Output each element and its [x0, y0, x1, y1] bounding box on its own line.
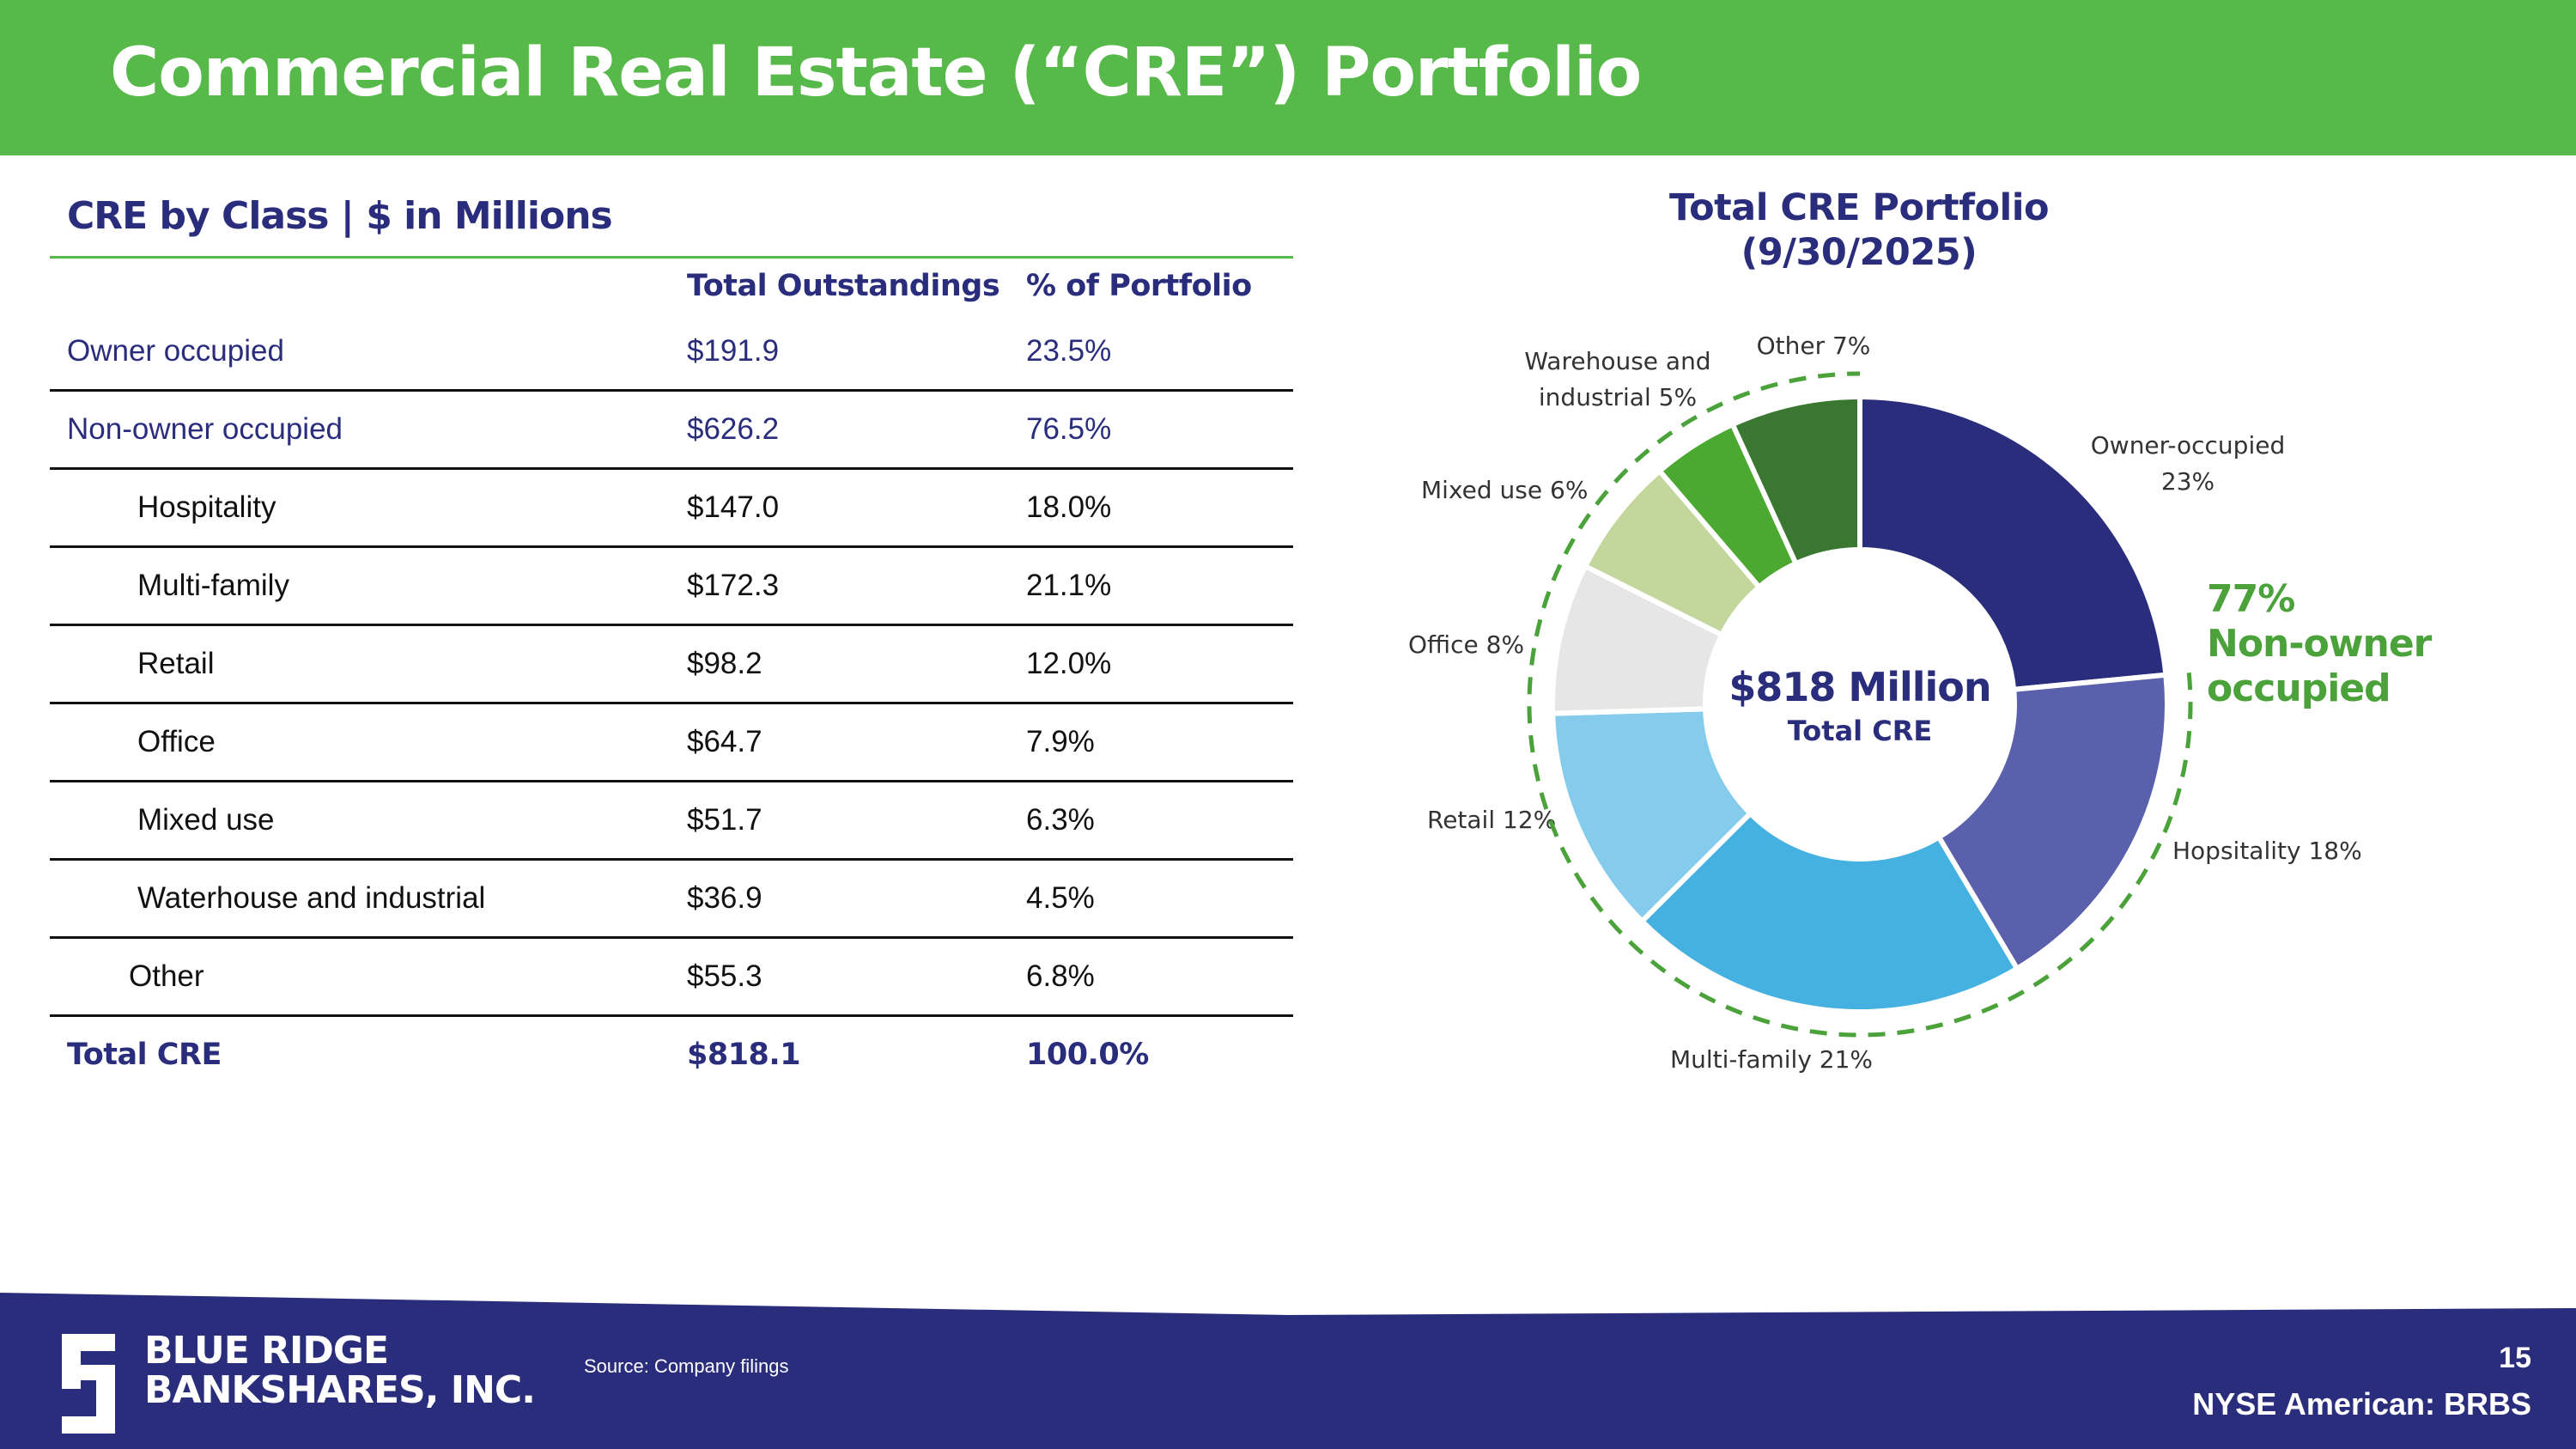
- table-row: Waterhouse and industrial $36.9 4.5%: [50, 861, 1293, 939]
- table-row: Office $64.7 7.9%: [50, 704, 1293, 782]
- table-total-row: Total CRE $818.1 100.0%: [50, 1017, 1293, 1093]
- row-outstanding: $55.3: [687, 959, 762, 993]
- page-number: 15: [2499, 1342, 2531, 1374]
- row-label: Mixed use: [137, 803, 275, 837]
- footer-bar: [0, 1293, 2576, 1449]
- table-row: Hospitality $147.0 18.0%: [50, 470, 1293, 548]
- column-header-percent: % of Portfolio: [1026, 269, 1252, 303]
- row-outstanding: $147.0: [687, 490, 780, 524]
- row-percent: 76.5%: [1026, 412, 1112, 446]
- table-row: Retail $98.2 12.0%: [50, 626, 1293, 704]
- slice-label-line2: 23%: [2161, 467, 2215, 496]
- slice-hospitality: [1935, 672, 2170, 972]
- row-label: Non-owner occupied: [67, 412, 343, 446]
- center-label: Total CRE: [1788, 715, 1933, 747]
- slice-label-line2: industrial 5%: [1539, 383, 1697, 411]
- row-outstanding: $36.9: [687, 881, 762, 915]
- row-percent: 23.5%: [1026, 334, 1112, 368]
- row-label: Other: [129, 959, 204, 993]
- slice-label: Other 7%: [1757, 332, 1871, 360]
- footer-background: [0, 1293, 2576, 1449]
- slice-label: Multi-family 21%: [1670, 1045, 1873, 1074]
- slice-multi-family: [1638, 809, 2021, 1014]
- table-row: Non-owner occupied $626.2 76.5%: [50, 392, 1293, 470]
- chart-subtitle: (9/30/2025): [1741, 231, 1978, 274]
- column-header-outstandings: Total Outstandings: [687, 269, 1000, 303]
- slice-label: Mixed use 6%: [1421, 476, 1588, 504]
- row-outstanding: $191.9: [687, 334, 780, 368]
- row-outstanding: $626.2: [687, 412, 780, 446]
- table-header-row: Total Outstandings % of Portfolio: [50, 262, 1293, 314]
- logo-mark-icon: [62, 1334, 115, 1434]
- row-label: Multi-family: [137, 569, 289, 602]
- table-row: Mixed use $51.7 6.3%: [50, 782, 1293, 861]
- row-outstanding: $64.7: [687, 725, 762, 758]
- row-outstanding: $818.1: [687, 1038, 801, 1072]
- cre-class-table: Total Outstandings % of Portfolio Owner …: [50, 262, 1293, 1093]
- title-divider: [50, 256, 1293, 259]
- slice-label: Owner-occupied: [2091, 431, 2285, 460]
- row-outstanding: $98.2: [687, 647, 762, 680]
- row-percent: 7.9%: [1026, 725, 1095, 758]
- slice-label: Retail 12%: [1427, 806, 1556, 834]
- highlight-callout-text: Non-owner: [2207, 622, 2433, 666]
- row-outstanding: $172.3: [687, 569, 780, 602]
- donut-chart: Owner-occupied 23% Hopsitality 18% Multi-fa…: [1408, 332, 2433, 1074]
- table-row: Owner occupied $191.9 23.5%: [50, 314, 1293, 392]
- highlight-callout-text: 77%: [2207, 577, 2294, 621]
- source-note: Source: Company filings: [584, 1355, 789, 1377]
- slice-other: [1728, 393, 1862, 568]
- row-label: Hospitality: [137, 490, 276, 524]
- slice-owner-occupied: [1857, 393, 2169, 693]
- chart-title-text: Total CRE Portfolio: [1668, 186, 2050, 229]
- row-label: Total CRE: [67, 1038, 222, 1072]
- row-percent: 21.1%: [1026, 569, 1112, 602]
- table-row: Other $55.3 6.8%: [50, 939, 1293, 1017]
- chart-title: Total CRE Portfolio (9/30/2025): [1571, 186, 2147, 275]
- row-label: Owner occupied: [67, 334, 284, 368]
- table-title: CRE by Class | $ in Millions: [67, 194, 613, 238]
- company-name-line1: BLUE RIDGE: [144, 1329, 389, 1373]
- header-bar: Commercial Real Estate (“CRE”) Portfolio: [0, 0, 2576, 155]
- row-label: Retail: [137, 647, 215, 680]
- slice-retail: [1550, 706, 1754, 925]
- row-percent: 6.3%: [1026, 803, 1095, 837]
- slice-label: Warehouse and: [1524, 347, 1710, 375]
- stock-ticker: NYSE American: BRBS: [2192, 1386, 2531, 1422]
- row-percent: 18.0%: [1026, 490, 1112, 524]
- row-percent: 100.0%: [1026, 1038, 1149, 1072]
- highlight-callout-text: occupied: [2207, 667, 2391, 710]
- row-percent: 4.5%: [1026, 881, 1095, 915]
- company-name-line2: BANKSHARES, INC.: [144, 1368, 536, 1412]
- table-row: Multi-family $172.3 21.1%: [50, 548, 1293, 626]
- row-label: Waterhouse and industrial: [137, 881, 486, 915]
- row-label: Office: [137, 725, 216, 758]
- row-percent: 12.0%: [1026, 647, 1112, 680]
- slice-label: Office 8%: [1408, 630, 1524, 659]
- center-value: $818 Million: [1728, 664, 1990, 710]
- row-outstanding: $51.7: [687, 803, 762, 837]
- row-percent: 6.8%: [1026, 959, 1095, 993]
- non-owner-dashed-arc: [1527, 371, 2193, 1038]
- page-title: Commercial Real Estate (“CRE”) Portfolio: [110, 34, 1642, 112]
- company-logo-text: BLUE RIDGE BANKSHARES, INC.: [144, 1329, 536, 1412]
- slice-label: Hopsitality 18%: [2172, 837, 2362, 865]
